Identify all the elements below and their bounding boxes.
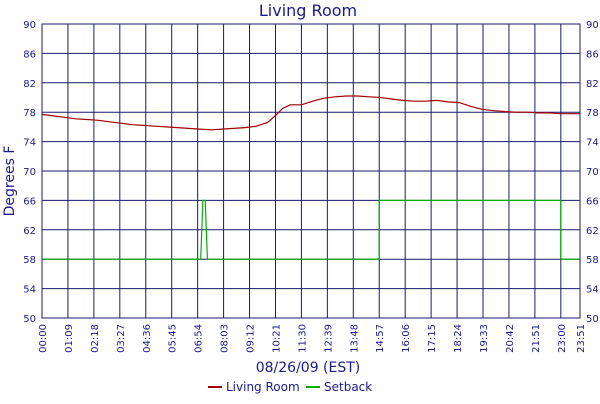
y-tick-label-left: 78 — [23, 108, 36, 119]
y-tick-label-right: 86 — [586, 49, 599, 60]
x-tick-label: 11:30 — [297, 324, 308, 353]
x-tick-label: 20:42 — [505, 324, 516, 353]
plot-frame — [41, 23, 581, 319]
y-tick-label-right: 70 — [586, 167, 599, 178]
x-tick-label: 03:27 — [116, 324, 127, 353]
y-tick-label-right: 78 — [586, 108, 599, 119]
x-tick-label: 14:57 — [375, 324, 386, 353]
x-tick-label: 02:18 — [90, 324, 101, 353]
x-tick-label: 16:06 — [401, 324, 412, 353]
y-tick-label-right: 58 — [586, 255, 599, 266]
x-tick-label: 18:24 — [453, 324, 464, 353]
x-tick-label: 00:00 — [38, 324, 49, 353]
y-tick-label-left: 90 — [23, 20, 36, 31]
y-tick-label-left: 62 — [23, 226, 36, 237]
x-tick-label: 04:36 — [142, 324, 153, 353]
y-axis-title: Degrees F — [2, 146, 18, 217]
y-tick-label-left: 58 — [23, 255, 36, 266]
legend: Living Room Setback — [208, 380, 372, 394]
chart-title: Living Room — [259, 1, 357, 20]
x-tick-label: 10:21 — [271, 324, 282, 353]
x-tick-label: 08:03 — [220, 324, 231, 353]
series-line-setback — [42, 199, 580, 260]
y-tick-label-left: 66 — [23, 196, 36, 207]
tick-labels: 50 50 54 54 58 58 62 62 66 66 70 70 74 74 78 78 82 82 86 86… — [23, 20, 598, 353]
x-tick-label: 17:15 — [427, 324, 438, 353]
legend-label: Setback — [324, 380, 372, 394]
x-tick-label: 06:54 — [194, 324, 205, 353]
x-tick-label: 05:45 — [168, 324, 179, 353]
series-line-living-room — [41, 95, 580, 131]
y-tick-label-right: 54 — [586, 285, 599, 296]
y-tick-label-right: 82 — [586, 79, 599, 90]
x-tick-label: 19:33 — [479, 324, 490, 353]
x-tick-label: 23:00 — [557, 324, 568, 353]
x-tick-label: 23:51 — [576, 324, 587, 353]
y-tick-label-left: 82 — [23, 79, 36, 90]
y-tick-label-left: 86 — [23, 49, 36, 60]
y-tick-label-right: 74 — [586, 138, 599, 149]
x-tick-label: 12:39 — [323, 324, 334, 353]
y-tick-label-right: 50 — [586, 314, 599, 325]
x-tick-label: 21:51 — [531, 324, 542, 353]
y-tick-label-left: 74 — [23, 138, 36, 149]
x-axis-title: 08/26/09 (EST) — [256, 360, 361, 376]
x-tick-label: 01:09 — [64, 324, 75, 353]
x-tick-label: 09:12 — [246, 324, 257, 353]
y-tick-label-right: 66 — [586, 196, 599, 207]
y-tick-label-right: 62 — [586, 226, 599, 237]
series-layer — [41, 95, 580, 260]
x-tick-label: 13:48 — [349, 324, 360, 353]
y-tick-label-left: 50 — [23, 314, 36, 325]
y-tick-label-left: 70 — [23, 167, 36, 178]
y-tick-label-left: 54 — [23, 285, 36, 296]
legend-label: Living Room — [226, 380, 300, 394]
y-tick-label-right: 90 — [586, 20, 599, 31]
